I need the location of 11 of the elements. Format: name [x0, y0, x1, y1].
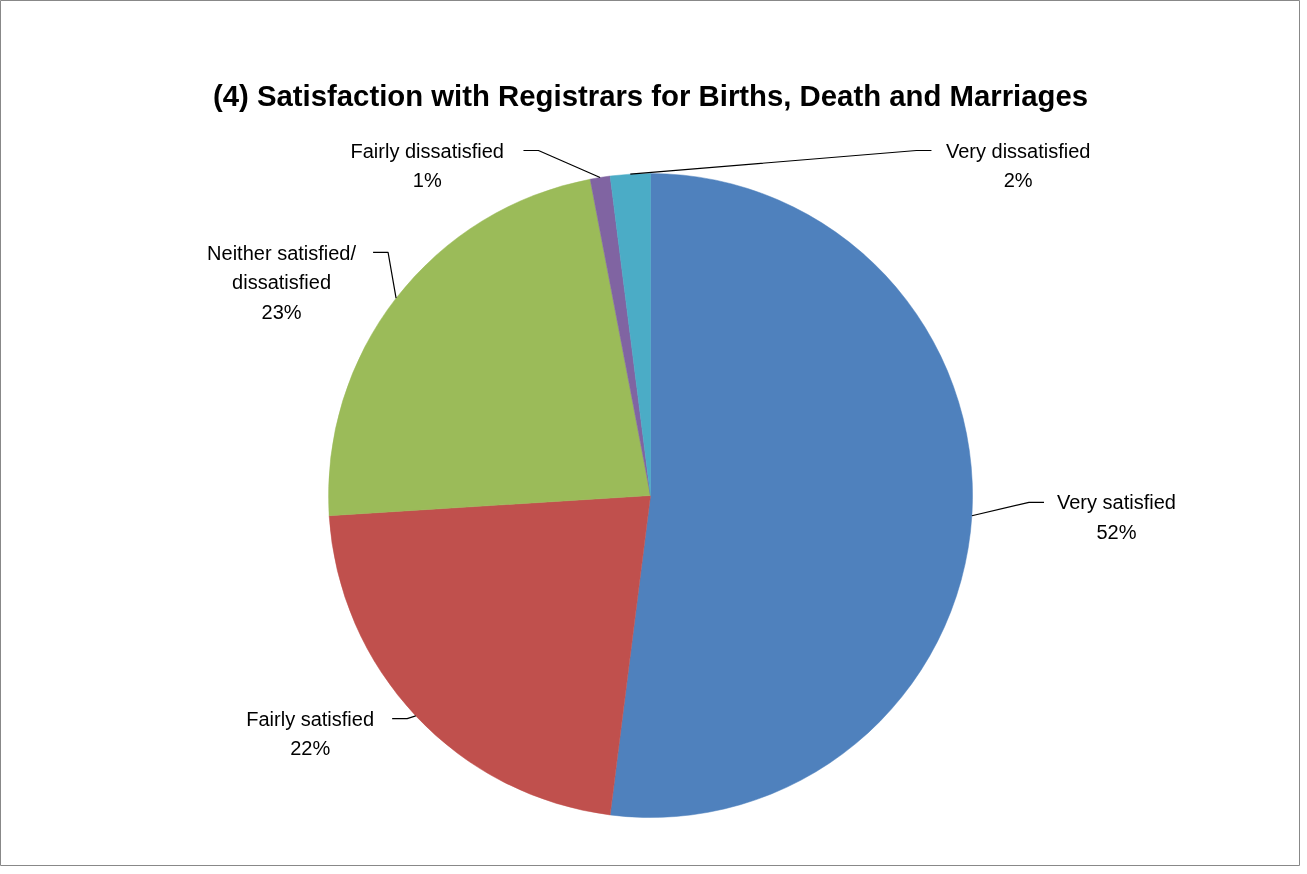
data-label: 23% [261, 301, 302, 324]
slice-label: Neither satisfied/ dissatisfied [207, 241, 357, 294]
slice-label: Very satisfied [1057, 491, 1176, 514]
data-label: 1% [412, 169, 442, 192]
slice-label: Very dissatisfied [945, 139, 1091, 162]
data-label: 2% [1003, 169, 1033, 192]
data-label: 22% [290, 737, 331, 760]
data-label: 52% [1096, 521, 1137, 544]
slice-label: Fairly dissatisfied [350, 139, 504, 162]
slice-label: Fairly satisfied [246, 707, 375, 730]
chart-title: (4) Satisfaction with Registrars for Births, Death and Marriages [212, 79, 1089, 112]
